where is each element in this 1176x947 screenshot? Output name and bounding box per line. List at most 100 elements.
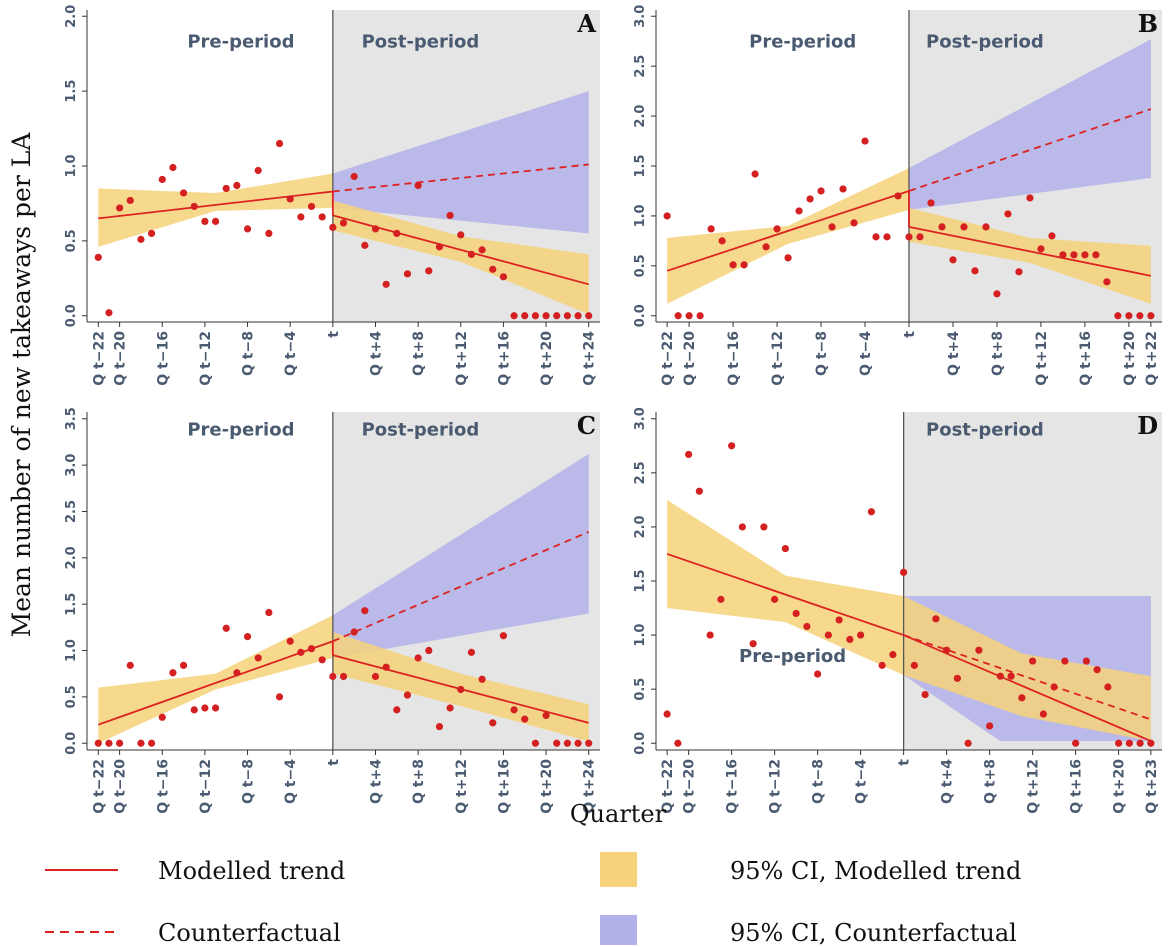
x-tick-label: Q t+12 [454,759,470,814]
data-point [158,175,166,184]
trend-pre-line [666,553,904,636]
data-point [254,654,262,662]
x-tick-label: Q t−20 [113,759,129,814]
data-point [553,312,561,320]
data-point [499,273,508,281]
data-point [521,312,529,320]
x-tick-label: Q t+8 [411,331,427,376]
pre-period-label: Pre-period [187,31,294,52]
data-point [771,595,779,603]
data-point [878,661,886,669]
data-point [116,739,124,747]
data-point [222,624,230,632]
y-tick-label: 1.5 [633,569,648,592]
data-point [318,656,326,664]
y-tick-label: 0.5 [633,678,648,701]
panel-a: Pre-period Post-period A 0.0 0.5 1.0 1.5 2.0 Q t… [64,5,600,386]
counterfactual-line [903,634,1152,721]
y-tick-label: 1.0 [64,154,79,177]
y-axis-label: Mean number of new takeaways per LA [7,132,36,638]
data-point [1029,657,1037,665]
data-point [297,213,305,221]
data-point [574,739,582,747]
data-point [382,663,390,671]
y-tick-label: 1.5 [633,154,648,177]
data-point [179,189,188,197]
post-period-label: Post-period [926,31,1044,52]
pre-period-label: Pre-period [187,420,294,441]
panel-letter: B [1138,9,1158,38]
trend-post-line [908,226,1152,277]
data-point [233,181,241,190]
data-point [1039,710,1047,718]
data-point [883,233,891,241]
data-point [222,184,230,193]
data-point [910,661,918,669]
ci-counterfactual-band [332,91,589,234]
data-point [169,163,177,172]
data-point [1114,312,1122,320]
data-point [286,637,294,645]
data-point [900,568,908,576]
y-tick-label: 3.0 [633,407,648,430]
data-point [1061,657,1069,665]
data-point [553,739,561,747]
x-tick-label: Q t−4 [858,331,874,376]
data-point [393,706,401,714]
x-tick-label: Q t−20 [113,331,129,386]
x-tick-label: Q t+12 [1034,331,1050,386]
data-point [960,223,968,231]
data-point [850,219,858,227]
data-point [1004,210,1012,218]
x-tick-label: Q t−4 [283,759,299,804]
data-point [894,192,902,200]
pre-period-label: Pre-period [749,31,856,52]
data-point [803,622,811,631]
x-tick-label: Q t−8 [241,331,257,376]
legend-ci-modelled-label: 95% CI, Modelled trend [730,857,1021,885]
data-point [318,213,326,221]
ci-modelled-pre-band [667,499,904,676]
y-tick-label: 0.5 [64,229,79,252]
data-point [254,166,262,175]
data-point [740,261,748,269]
x-tick-label: Q t−8 [814,331,830,376]
data-point [414,654,422,662]
data-point [307,645,316,653]
x-tick-label: Q t+16 [496,331,512,386]
data-point [762,243,770,251]
data-point [275,139,284,148]
y-tick-label: 3.0 [64,454,79,477]
data-point [824,631,832,639]
data-point [795,207,803,215]
data-point [1136,312,1144,320]
x-tick-label: Q t+16 [1078,331,1094,386]
data-point [542,312,550,320]
data-point [158,713,166,721]
data-point [339,219,348,227]
x-tick-label: Q t+20 [1122,331,1138,386]
x-tick-label: Q t+16 [496,759,512,814]
x-tick-label: Q t+16 [1069,759,1085,814]
data-point [1081,251,1089,259]
data-point [1050,683,1058,691]
x-tick-label: Q t−12 [198,331,214,386]
data-point [393,229,401,237]
y-tick-label: 2.5 [64,500,79,523]
data-point [1026,194,1034,202]
x-tick-label: Q t−4 [854,759,870,804]
data-point [872,233,880,241]
data-point [760,523,768,531]
data-point [243,633,252,641]
x-tick-label: Q t−16 [155,759,171,814]
data-point [94,739,102,747]
x-tick-label: Q t−16 [725,759,741,814]
y-tick-label: 2.0 [64,546,79,569]
data-point [275,693,284,701]
data-point [585,312,593,320]
data-point [993,290,1001,298]
x-tick-label: Q t−20 [682,759,698,814]
y-tick-label: 2.0 [633,515,648,538]
data-point [371,672,380,681]
data-point [996,672,1004,680]
